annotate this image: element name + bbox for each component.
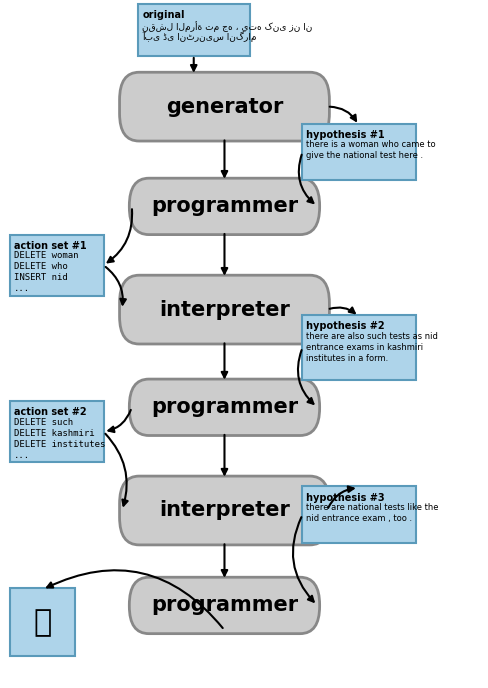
FancyBboxPatch shape: [10, 588, 75, 656]
Text: ...: ...: [14, 451, 30, 460]
FancyBboxPatch shape: [129, 577, 320, 634]
Text: DELETE such: DELETE such: [14, 418, 73, 427]
FancyBboxPatch shape: [120, 476, 329, 545]
Text: nid entrance exam , too .: nid entrance exam , too .: [306, 514, 412, 523]
Text: DELETE woman: DELETE woman: [14, 251, 79, 260]
Text: institutes in a form.: institutes in a form.: [306, 354, 388, 363]
Text: there are also such tests as nid: there are also such tests as nid: [306, 332, 438, 341]
Text: DELETE who: DELETE who: [14, 262, 68, 271]
FancyBboxPatch shape: [10, 401, 104, 462]
Text: generator: generator: [166, 96, 283, 117]
Text: hypothesis #2: hypothesis #2: [306, 321, 385, 332]
Text: DELETE kashmiri: DELETE kashmiri: [14, 429, 95, 438]
FancyBboxPatch shape: [302, 315, 416, 380]
Text: INSERT nid: INSERT nid: [14, 273, 68, 282]
Text: آبی ڈی انٹرنیس انگرام: آبی ڈی انٹرنیس انگرام: [142, 32, 257, 43]
Text: ...: ...: [14, 284, 30, 293]
FancyBboxPatch shape: [302, 124, 416, 180]
FancyBboxPatch shape: [10, 235, 104, 296]
Text: نقشل المرأة تم جه ، يته کنی زن ان: نقشل المرأة تم جه ، يته کنی زن ان: [142, 21, 313, 32]
FancyBboxPatch shape: [120, 275, 329, 344]
Text: hypothesis #3: hypothesis #3: [306, 493, 385, 503]
FancyBboxPatch shape: [129, 178, 320, 235]
Text: interpreter: interpreter: [159, 299, 290, 320]
Text: 👍: 👍: [33, 608, 52, 637]
Text: action set #2: action set #2: [14, 407, 87, 418]
FancyBboxPatch shape: [129, 379, 320, 436]
Text: programmer: programmer: [151, 595, 298, 616]
Text: give the national test here .: give the national test here .: [306, 151, 423, 160]
Text: programmer: programmer: [151, 397, 298, 418]
Text: programmer: programmer: [151, 196, 298, 217]
Text: there are national tests like the: there are national tests like the: [306, 503, 439, 512]
FancyBboxPatch shape: [138, 4, 250, 56]
Text: action set #1: action set #1: [14, 241, 87, 251]
Text: hypothesis #1: hypothesis #1: [306, 130, 385, 140]
Text: interpreter: interpreter: [159, 500, 290, 521]
Text: original: original: [142, 10, 185, 21]
Text: entrance exams in kashmiri: entrance exams in kashmiri: [306, 343, 423, 352]
Text: there is a woman who came to: there is a woman who came to: [306, 140, 436, 149]
FancyBboxPatch shape: [120, 72, 329, 141]
FancyBboxPatch shape: [302, 486, 416, 543]
Text: DELETE institutes: DELETE institutes: [14, 440, 105, 449]
